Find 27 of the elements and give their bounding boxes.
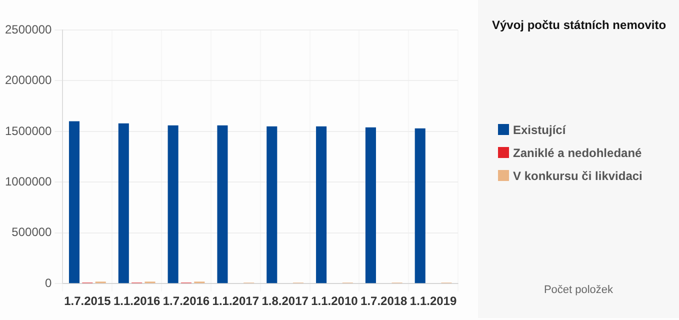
x-tick-label: 1.1.2016: [113, 294, 161, 308]
y-tick-label: 500000: [12, 225, 52, 240]
bar: [414, 128, 426, 284]
legend-label: Existující: [513, 122, 566, 136]
x-tick-label: 1.1.2019: [410, 294, 457, 308]
x-tick-label: 1.7.2018: [360, 294, 408, 308]
y-tick-label: 0: [45, 276, 52, 290]
bar: [266, 126, 278, 284]
text: Vývoj počtu státních nemovito: [492, 18, 666, 32]
bar: [217, 125, 228, 284]
bar: [316, 126, 327, 284]
y-tick-label: 2500000: [5, 22, 52, 36]
x-tick-label: 1.7.2015: [64, 294, 112, 308]
text: Počet položek: [542, 284, 614, 296]
legend-label: Zaniklé a nedohledané: [513, 146, 642, 160]
x-tick-label: 1.1.2010: [311, 294, 358, 308]
bar: [168, 125, 178, 284]
x-tick-label: 1.7.2016: [162, 294, 210, 308]
y-tick-label: 1500000: [5, 124, 52, 138]
x-tick-label: 1.1.2017: [212, 294, 260, 308]
x-tick-label: 1.8.2017: [262, 294, 309, 308]
bar: [118, 123, 129, 284]
bar: [68, 121, 80, 284]
bar: [365, 127, 376, 284]
y-tick-label: 2000000: [5, 73, 52, 88]
legend-label: V konkursu či likvidaci: [513, 168, 642, 182]
y-tick-label: 1000000: [5, 174, 52, 188]
